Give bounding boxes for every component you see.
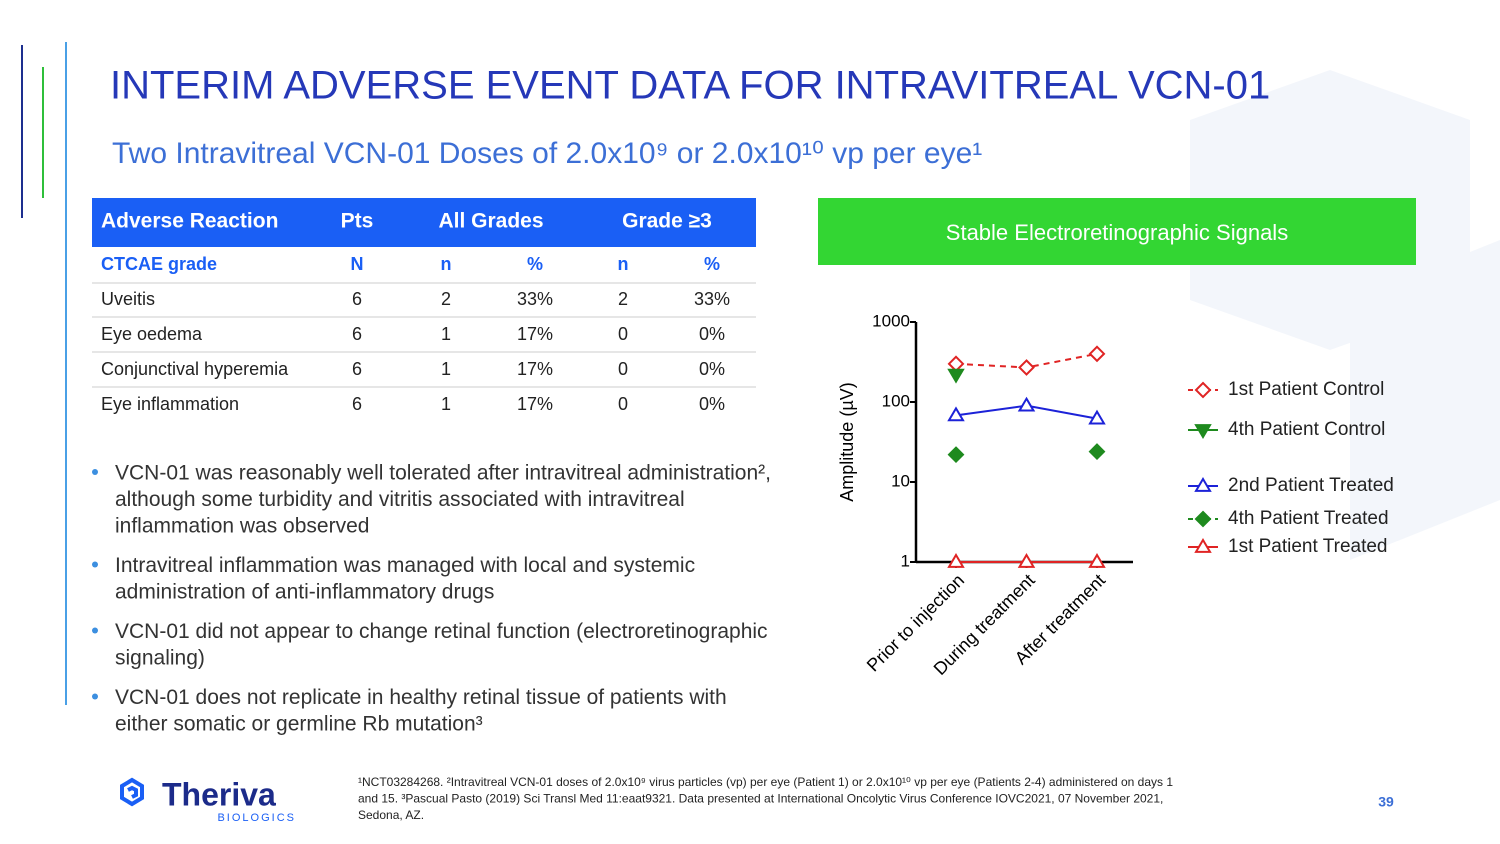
bullet-dot	[92, 469, 98, 475]
legend-label: 1st Patient Treated	[1228, 536, 1388, 557]
y-axis-label: Amplitude (µV)	[837, 382, 857, 501]
footnote: and 15. ³Pascual Pasto (2019) Sci Transl…	[358, 792, 1163, 806]
table-cell: 0	[618, 394, 628, 414]
bullet-text: inflammation was observed	[115, 515, 369, 538]
bullet-text: either somatic or germline Rb mutation³	[115, 713, 483, 736]
table-header-bg	[92, 198, 756, 247]
table-header-cell: Grade ≥3	[622, 210, 712, 233]
footnote: ¹NCT03284268. ²Intravitreal VCN-01 doses…	[358, 775, 1173, 789]
table-cell: 0	[618, 324, 628, 344]
table-subheader-cell: CTCAE grade	[101, 254, 217, 274]
bullet-dot	[92, 561, 98, 568]
marker	[1088, 345, 1106, 363]
panel-banner	[818, 198, 1416, 265]
legend-marker	[1194, 538, 1212, 553]
marker	[947, 368, 965, 384]
bullet-text: VCN-01 was reasonably well tolerated aft…	[115, 462, 771, 485]
y-tick-label: 1	[901, 551, 910, 570]
page-number: 39	[1378, 794, 1394, 810]
y-tick-label: 1000	[872, 311, 910, 330]
bullet-dot	[92, 693, 98, 700]
table-subheader-cell: n	[618, 254, 629, 274]
table-cell: 0	[618, 359, 628, 379]
table-subheader-cell: N	[351, 254, 364, 274]
marker	[947, 406, 965, 422]
table-cell: 33%	[694, 289, 730, 309]
logo-icon	[120, 777, 144, 807]
marker	[1088, 443, 1106, 460]
panel-title: Stable Electroretinographic Signals	[946, 220, 1288, 245]
table-cell: 0%	[699, 359, 725, 379]
table-cell: Conjunctival hyperemia	[101, 359, 289, 379]
bullet-text: administration of anti-inflammatory drug…	[115, 581, 494, 604]
table-subheader-cell: n	[441, 254, 452, 274]
bullet-text: VCN-01 did not appear to change retinal …	[115, 620, 768, 643]
table-cell: Uveitis	[101, 289, 155, 309]
table-cell: Eye oedema	[101, 324, 203, 344]
bullet-text: although some turbidity and vitritis ass…	[115, 488, 685, 511]
legend-label: 2nd Patient Treated	[1228, 475, 1394, 496]
bullet-dot	[92, 627, 98, 634]
marker	[947, 553, 965, 568]
logo-name: Theriva	[162, 776, 276, 812]
table-cell: 1	[441, 359, 451, 379]
bullet-text: Intravitreal inflammation was managed wi…	[115, 554, 695, 577]
table-cell: Eye inflammation	[101, 394, 239, 414]
subtitle: Two Intravitreal VCN-01 Doses of 2.0x10⁹…	[112, 137, 982, 170]
legend-marker	[1194, 477, 1212, 492]
table-header-cell: Pts	[341, 210, 374, 233]
logo-tagline: BIOLOGICS	[217, 812, 296, 824]
table-cell: 6	[352, 359, 362, 379]
table-cell: 6	[352, 394, 362, 414]
marker	[1088, 409, 1106, 425]
table-subheader-cell: %	[527, 254, 543, 274]
table-cell: 17%	[517, 359, 553, 379]
table-cell: 0%	[699, 324, 725, 344]
legend-label: 4th Patient Treated	[1228, 508, 1389, 529]
bullet-text: VCN-01 does not replicate in healthy ret…	[115, 686, 727, 709]
marker	[947, 446, 965, 464]
marker	[1018, 359, 1035, 376]
table-header-cell: All Grades	[438, 210, 543, 233]
marker	[1017, 396, 1036, 412]
footnote: Sedona, AZ.	[358, 808, 424, 822]
background-shape	[1350, 240, 1500, 560]
marker	[1017, 553, 1036, 568]
table-cell: 2	[441, 289, 451, 309]
legend-marker	[1194, 510, 1212, 528]
table-subheader-cell: %	[704, 254, 720, 274]
table-cell: 17%	[517, 324, 553, 344]
y-tick-label: 100	[882, 391, 910, 410]
bullet-text: signaling)	[115, 647, 205, 670]
table-cell: 6	[352, 289, 362, 309]
table-cell: 17%	[517, 394, 553, 414]
table-header-cell: Adverse Reaction	[101, 210, 278, 233]
y-tick-label: 10	[891, 471, 910, 490]
table-cell: 2	[618, 289, 628, 309]
table-cell: 33%	[517, 289, 553, 309]
marker	[1088, 553, 1106, 568]
legend-marker	[1194, 424, 1212, 439]
table-cell: 1	[441, 324, 451, 344]
title: INTERIM ADVERSE EVENT DATA FOR INTRAVITR…	[110, 64, 1270, 108]
legend-label: 1st Patient Control	[1228, 379, 1384, 400]
table-cell: 0%	[699, 394, 725, 414]
table-cell: 1	[441, 394, 451, 414]
legend-label: 4th Patient Control	[1228, 419, 1385, 440]
table-cell: 6	[352, 324, 362, 344]
legend-marker	[1194, 381, 1212, 399]
